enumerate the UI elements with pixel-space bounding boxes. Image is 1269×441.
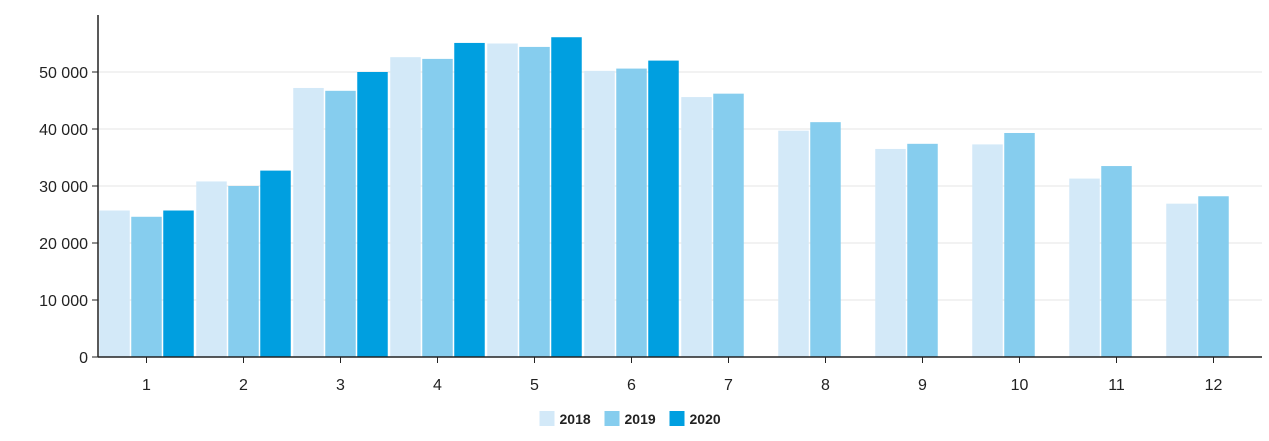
bar-2018-month-10 xyxy=(972,144,1003,357)
bar-2019-month-8 xyxy=(810,122,841,357)
x-tick-label: 1 xyxy=(142,377,151,394)
y-tick-label: 30 000 xyxy=(39,179,88,196)
bar-2020-month-3 xyxy=(357,72,388,357)
x-tick-label: 6 xyxy=(627,377,636,394)
bar-2020-month-6 xyxy=(648,60,679,357)
x-tick-label: 4 xyxy=(433,377,442,394)
bar-2019-month-5 xyxy=(519,46,550,358)
bar-2020-month-2 xyxy=(260,170,291,357)
x-tick-label: 2 xyxy=(239,377,248,394)
x-tick-label: 10 xyxy=(1011,377,1029,394)
bars-group xyxy=(99,37,1229,358)
x-tick-label: 11 xyxy=(1108,377,1125,394)
bar-2018-month-8 xyxy=(778,130,809,357)
legend-label-2018: 2018 xyxy=(560,411,591,427)
bar-2019-month-2 xyxy=(228,186,259,357)
bar-2018-month-9 xyxy=(875,148,906,357)
bar-2018-month-2 xyxy=(196,181,227,357)
y-tick-label: 20 000 xyxy=(39,236,88,253)
bar-2019-month-11 xyxy=(1101,166,1132,357)
bar-2018-month-7 xyxy=(681,97,712,357)
y-axis-ticks: 0 10 000 20 000 30 000 40 000 50 000 xyxy=(39,65,98,367)
bar-2019-month-3 xyxy=(325,90,356,357)
bar-2019-month-9 xyxy=(907,143,938,357)
x-tick-label: 9 xyxy=(918,377,927,394)
bar-2018-month-11 xyxy=(1069,178,1100,357)
bar-2019-month-4 xyxy=(422,58,453,357)
bar-2018-month-12 xyxy=(1166,203,1197,357)
x-tick-label: 8 xyxy=(821,377,830,394)
y-tick-label: 10 000 xyxy=(39,293,88,310)
bar-2018-month-6 xyxy=(584,70,615,358)
bar-2020-month-5 xyxy=(551,37,582,357)
legend: 2018 2019 2020 xyxy=(539,411,721,427)
x-tick-label: 12 xyxy=(1205,377,1223,394)
y-tick-label: 40 000 xyxy=(39,122,88,139)
bar-2019-month-12 xyxy=(1198,196,1229,357)
bar-2018-month-4 xyxy=(390,57,421,358)
bar-2019-month-10 xyxy=(1004,132,1035,357)
bar-2018-month-1 xyxy=(99,210,130,357)
gridlines xyxy=(98,71,1262,301)
x-tick-label: 7 xyxy=(724,377,733,394)
bar-2020-month-4 xyxy=(454,42,485,358)
y-tick-label: 0 xyxy=(79,350,88,367)
y-tick-label: 50 000 xyxy=(39,65,88,82)
x-tick-label: 5 xyxy=(530,377,539,394)
bar-2019-month-7 xyxy=(713,93,744,357)
x-axis-ticks: 1 2 3 4 5 6 7 8 9 10 11 12 xyxy=(142,357,1223,394)
legend-swatch-2018 xyxy=(539,411,555,426)
legend-label-2020: 2020 xyxy=(690,411,721,427)
legend-swatch-2020 xyxy=(669,411,685,426)
x-tick-label: 3 xyxy=(336,377,345,394)
legend-swatch-2019 xyxy=(604,411,620,426)
bar-2019-month-1 xyxy=(131,216,162,357)
bar-2018-month-3 xyxy=(293,87,324,358)
bar-2020-month-1 xyxy=(163,210,194,357)
bar-2019-month-6 xyxy=(616,68,647,357)
legend-label-2019: 2019 xyxy=(625,411,656,427)
bar-2018-month-5 xyxy=(487,43,518,357)
